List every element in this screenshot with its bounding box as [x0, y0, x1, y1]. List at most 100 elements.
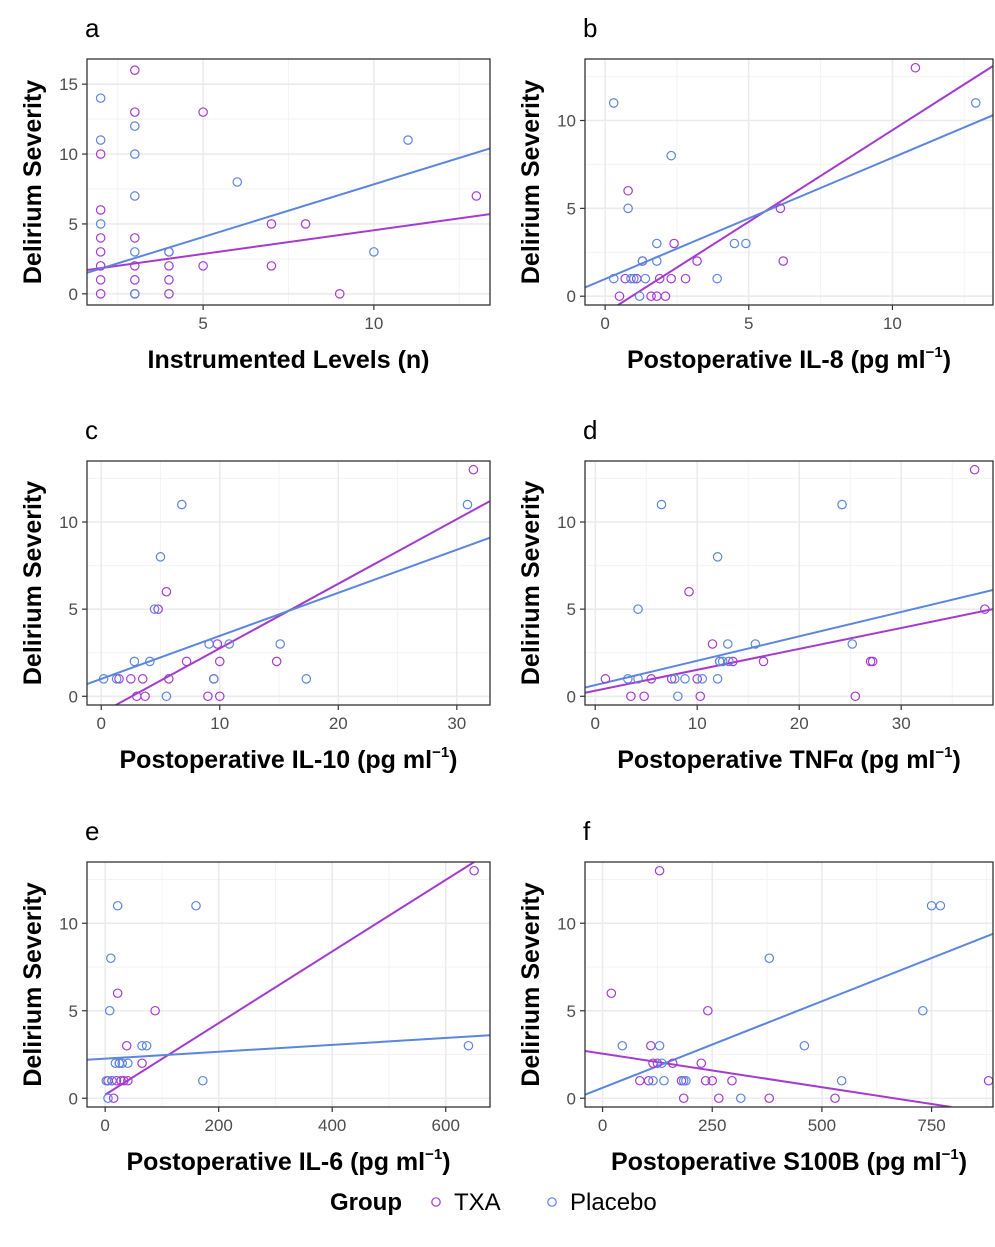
- x-tick-label: 400: [318, 1116, 346, 1135]
- fit-line-placebo: [87, 1034, 490, 1061]
- point-txa: [95, 233, 106, 243]
- point-placebo: [714, 656, 725, 667]
- points: [101, 865, 479, 1104]
- point-placebo: [673, 691, 683, 702]
- point-txa: [181, 656, 192, 667]
- point-txa: [161, 586, 172, 597]
- x-tick-label: 0: [600, 314, 609, 333]
- legend-label-placebo: Placebo: [570, 1189, 657, 1216]
- point-txa: [95, 275, 106, 285]
- point-txa: [198, 107, 208, 117]
- x-tick-label: 20: [790, 714, 809, 733]
- point-placebo: [130, 149, 140, 159]
- x-tick-label: 10: [883, 314, 902, 333]
- point-placebo: [403, 135, 413, 145]
- point-placebo: [722, 639, 733, 649]
- x-tick-label: 10: [688, 714, 707, 733]
- point-placebo: [209, 674, 219, 684]
- panel-d: 0 10 20 30 0 5 10 d Postoperative TNFα (pg ml−1)…: [517, 415, 994, 774]
- plot-background: [585, 862, 993, 1107]
- point-placebo: [137, 1040, 147, 1051]
- point-placebo: [617, 1040, 628, 1051]
- x-axis-title-suffix: ): [442, 1148, 450, 1176]
- y-tick-label: 10: [557, 513, 576, 532]
- plot-frame: [86, 460, 491, 706]
- x-tick-label: 30: [447, 714, 466, 733]
- fit-line-txa: [87, 213, 490, 272]
- point-txa: [623, 185, 633, 196]
- point-txa: [126, 674, 136, 684]
- point-txa: [137, 1058, 147, 1069]
- panel-b: 0 5 10 0 5 10 b Postoperative IL-8 (pg ml−1) Del…: [517, 13, 994, 374]
- point-placebo: [95, 219, 106, 229]
- x-axis-title: Postoperative IL-6 (pg ml−1): [126, 1146, 450, 1176]
- point-placebo: [970, 98, 981, 108]
- point-placebo: [654, 1040, 665, 1051]
- point-placebo: [106, 953, 116, 964]
- y-axis-title: Delirium Severity: [19, 80, 47, 284]
- point-placebo: [666, 150, 676, 161]
- point-placebo: [634, 291, 645, 302]
- panel-c: 0 10 20 30 0 5 10 c Postoperative IL-10 (pg ml−1…: [19, 415, 491, 774]
- point-placebo: [669, 674, 680, 684]
- panel-e: 0 200 400 600 0 5 10 e Postoperative IL-6 (pg ml…: [19, 816, 491, 1176]
- x-tick-label: 5: [198, 314, 207, 333]
- x-tick-label: 10: [364, 314, 383, 333]
- x-axis-title-sup: −1: [432, 744, 449, 761]
- point-placebo: [680, 674, 690, 684]
- x-tick-label: 20: [329, 714, 348, 733]
- point-placebo: [232, 177, 243, 187]
- point-placebo: [799, 1040, 810, 1051]
- y-tick-label: 10: [557, 112, 576, 131]
- point-placebo: [463, 1040, 474, 1051]
- point-placebo: [110, 1058, 121, 1069]
- point-placebo: [104, 1005, 115, 1016]
- point-placebo: [652, 256, 662, 266]
- point-placebo: [145, 656, 155, 667]
- point-txa: [684, 586, 694, 597]
- point-placebo: [301, 674, 312, 684]
- point-placebo: [764, 953, 775, 964]
- fit-line-txa: [104, 862, 475, 1096]
- point-txa: [163, 674, 174, 684]
- point-txa: [680, 273, 691, 284]
- point-placebo: [164, 247, 174, 257]
- panel-letter: d: [583, 415, 597, 445]
- point-txa: [334, 289, 345, 299]
- point-txa: [696, 1058, 707, 1069]
- point-placebo: [724, 656, 734, 667]
- point-txa: [300, 219, 311, 229]
- point-placebo: [204, 639, 214, 649]
- point-txa: [695, 691, 706, 702]
- point-txa: [469, 865, 479, 876]
- y-tick-label: 10: [59, 513, 78, 532]
- y-tick-label: 5: [69, 215, 78, 234]
- point-placebo: [712, 674, 723, 684]
- point-placebo: [130, 247, 140, 257]
- points: [600, 464, 990, 702]
- y-tick-label: 5: [69, 600, 78, 619]
- panel-letter: e: [85, 816, 99, 846]
- point-txa: [600, 674, 611, 684]
- panel-letter: a: [85, 13, 100, 43]
- gridlines: [585, 59, 993, 305]
- point-placebo: [130, 121, 140, 131]
- point-txa: [468, 464, 479, 475]
- plot-background: [585, 59, 993, 305]
- panel-letter: f: [583, 816, 591, 846]
- points: [606, 865, 994, 1104]
- panel-letter: c: [85, 415, 98, 445]
- legend-label-txa: TXA: [454, 1189, 501, 1216]
- point-txa: [850, 691, 861, 702]
- point-txa: [980, 604, 990, 614]
- point-placebo: [633, 674, 643, 684]
- point-placebo: [98, 674, 109, 684]
- point-txa: [678, 1093, 689, 1104]
- point-txa: [140, 691, 150, 702]
- point-placebo: [117, 1058, 127, 1069]
- point-txa: [471, 191, 482, 201]
- legend-title: Group: [330, 1189, 402, 1216]
- point-txa: [867, 656, 878, 667]
- gridlines: [585, 461, 993, 705]
